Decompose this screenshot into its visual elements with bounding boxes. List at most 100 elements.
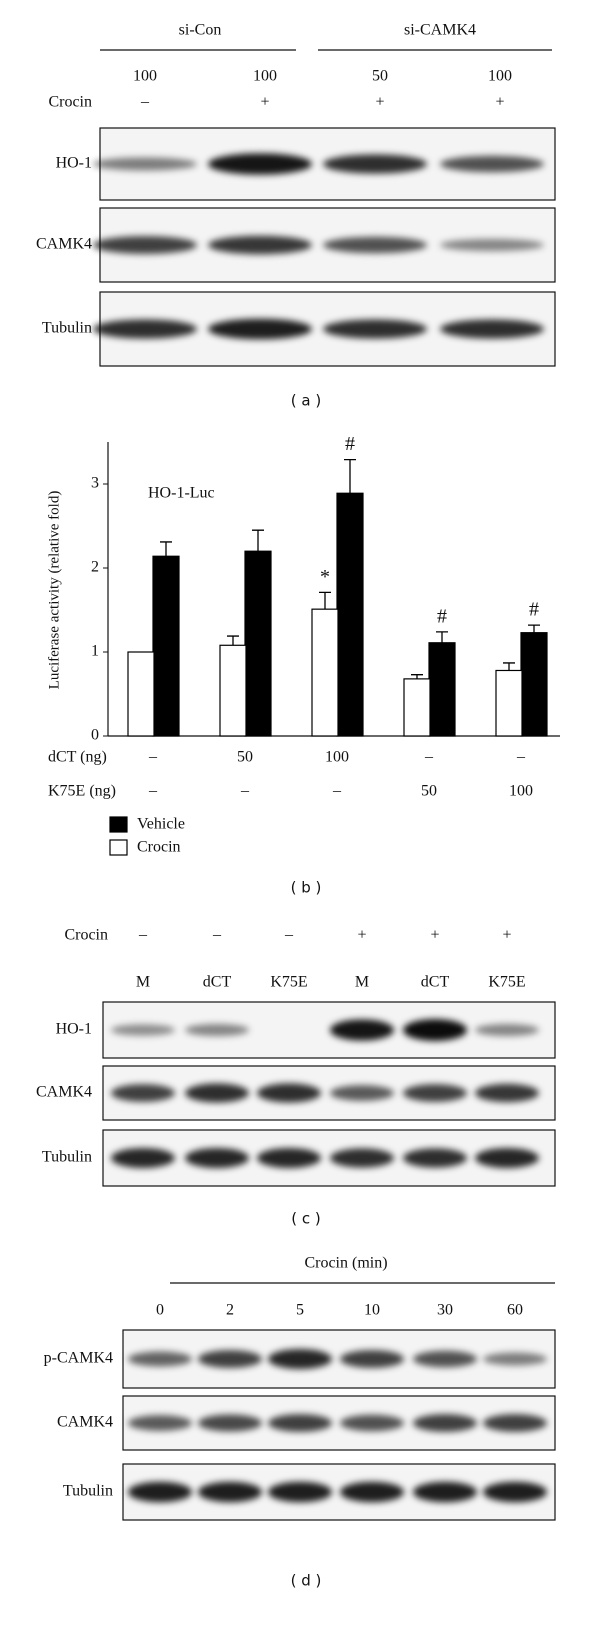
row-value: –	[148, 749, 158, 766]
treatment-label: +	[260, 94, 269, 111]
caption: ( b )	[291, 879, 322, 897]
band	[340, 1414, 404, 1432]
treatment-label: +	[430, 927, 439, 944]
error-bar	[528, 624, 540, 633]
band	[440, 238, 544, 252]
group-label: si-Con	[179, 22, 222, 39]
significance-mark: *	[320, 566, 330, 588]
caption: ( d )	[291, 1572, 322, 1590]
row-value: 100	[509, 783, 533, 800]
bar	[311, 608, 339, 737]
band	[268, 1414, 332, 1432]
row-value: –	[516, 749, 526, 766]
row-value: 50	[421, 783, 437, 800]
band	[185, 1023, 249, 1037]
band	[475, 1023, 539, 1037]
legend-swatch	[109, 839, 128, 856]
blot-bands	[93, 318, 544, 340]
row-value: –	[148, 783, 158, 800]
blot-label: Tubulin	[42, 1149, 92, 1166]
dose-label: 100	[253, 68, 277, 85]
caption: ( a )	[291, 392, 321, 410]
error-bar	[252, 529, 264, 552]
band	[323, 154, 427, 174]
treatment-label: +	[495, 94, 504, 111]
band	[330, 1019, 394, 1041]
band	[208, 318, 312, 340]
time-label: 60	[507, 1302, 523, 1319]
blot-bands	[128, 1481, 547, 1503]
blot-label: CAMK4	[36, 236, 92, 253]
time-label: 2	[226, 1302, 234, 1319]
blot-label: HO-1	[56, 155, 92, 172]
band	[93, 236, 197, 254]
legend-swatch	[109, 816, 128, 833]
blot-label: p-CAMK4	[44, 1350, 113, 1367]
band	[330, 1148, 394, 1168]
error-bar	[227, 635, 239, 646]
bar	[495, 669, 523, 737]
error-bar	[411, 674, 423, 679]
band	[340, 1481, 404, 1503]
row-label: Crocin	[48, 94, 92, 111]
bar	[336, 492, 364, 737]
bar	[403, 678, 431, 737]
band	[185, 1083, 249, 1103]
band	[483, 1414, 547, 1432]
blot-label: CAMK4	[57, 1414, 113, 1431]
band	[475, 1083, 539, 1103]
bar	[428, 642, 456, 737]
blot-bands	[93, 153, 544, 175]
bar	[520, 632, 548, 737]
error-bar	[319, 591, 331, 610]
treatment-label: +	[375, 94, 384, 111]
treatment-label: –	[140, 94, 150, 111]
row-value: –	[240, 783, 250, 800]
band	[111, 1024, 175, 1036]
band	[403, 1084, 467, 1102]
band	[93, 319, 197, 339]
significance-mark: #	[437, 605, 447, 627]
bar	[219, 644, 247, 737]
lane-label: dCT	[421, 974, 450, 991]
error-bar	[160, 541, 172, 557]
lane-label: dCT	[203, 974, 232, 991]
row-label: dCT (ng)	[48, 749, 107, 766]
band	[413, 1350, 477, 1368]
blot-bands	[111, 1083, 539, 1103]
blot-bands	[128, 1349, 547, 1369]
band	[413, 1414, 477, 1432]
bar	[244, 550, 272, 737]
time-label: 10	[364, 1302, 380, 1319]
time-label: 0	[156, 1302, 164, 1319]
treatment-label: –	[284, 927, 294, 944]
blot-label: Tubulin	[63, 1483, 113, 1500]
y-tick-label: 2	[91, 559, 99, 576]
blot-label: Tubulin	[42, 320, 92, 337]
lane-label: M	[136, 974, 150, 991]
time-label: 5	[296, 1302, 304, 1319]
caption: ( c )	[291, 1210, 321, 1228]
error-bar	[436, 631, 448, 643]
y-tick-label: 1	[91, 643, 99, 660]
chart-title: HO-1-Luc	[148, 485, 215, 502]
band	[257, 1083, 321, 1103]
band	[128, 1351, 192, 1367]
error-bar	[503, 662, 515, 671]
blot-bands	[128, 1414, 547, 1432]
band	[198, 1350, 262, 1368]
band	[475, 1148, 539, 1168]
band	[208, 153, 312, 175]
time-label: 30	[437, 1302, 453, 1319]
band	[111, 1148, 175, 1168]
blot-label: HO-1	[56, 1021, 92, 1038]
band	[93, 157, 197, 171]
band	[330, 1085, 394, 1101]
band	[111, 1084, 175, 1102]
blot-bands	[111, 1148, 539, 1168]
lane-label: M	[355, 974, 369, 991]
dose-label: 50	[372, 68, 388, 85]
blot-bands	[111, 1019, 539, 1041]
row-value: –	[332, 783, 342, 800]
header-label: Crocin (min)	[304, 1255, 387, 1272]
